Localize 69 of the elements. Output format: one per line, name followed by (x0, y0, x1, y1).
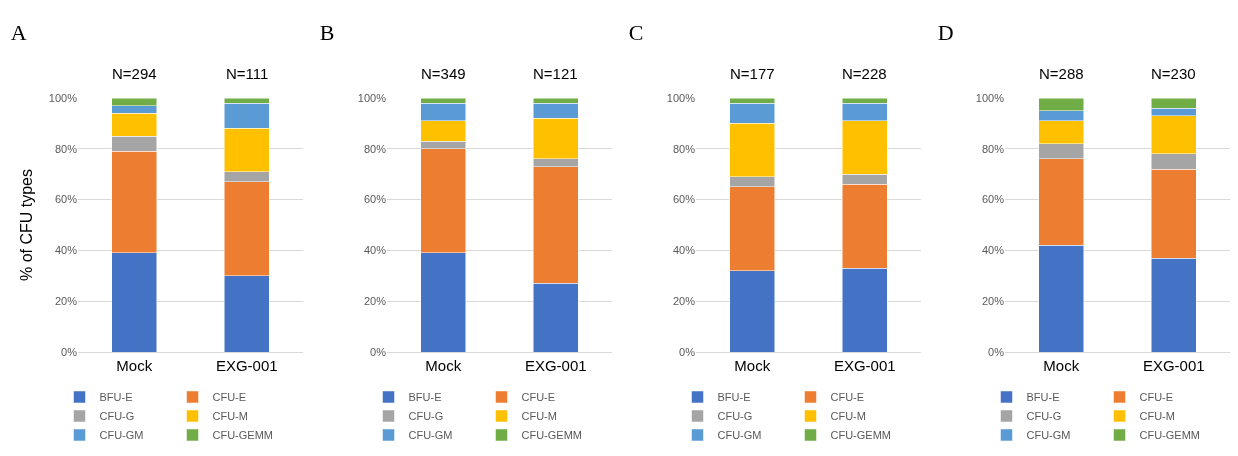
legend-label: CFU-GEMM (1139, 429, 1200, 442)
y-tick-label: 20% (672, 295, 696, 308)
y-tick-label: 60% (363, 193, 387, 206)
y-tick-label: 80% (981, 142, 1005, 155)
chart-title: A (10, 19, 27, 45)
annotation: N=177 (730, 65, 775, 82)
y-tick-label: 100% (357, 91, 387, 104)
annotation: N=230 (1151, 65, 1196, 82)
legend-label: CFU-E (830, 391, 865, 404)
legend-label: CFU-M (830, 410, 866, 423)
legend-label: CFU-E (212, 391, 247, 404)
x-tick-label: Mock (1043, 357, 1080, 374)
annotation: N=228 (842, 65, 887, 82)
x-tick-label: EXG-001 (215, 357, 278, 374)
legend-label: CFU-G (717, 410, 753, 423)
chart-title: B (319, 19, 335, 45)
legend-label: CFU-GEMM (830, 429, 891, 442)
legend-label: CFU-E (1139, 391, 1174, 404)
legend-label: CFU-M (521, 410, 557, 423)
chart-title: D (937, 19, 954, 45)
legend-label: BFU-E (99, 391, 133, 404)
y-tick-label: 20% (981, 295, 1005, 308)
annotation: N=294 (112, 65, 157, 82)
legend-label: CFU-G (1026, 410, 1062, 423)
legend-label: BFU-E (408, 391, 442, 404)
y-tick-label: 0% (679, 345, 696, 358)
y-tick-label: 100% (975, 91, 1005, 104)
y-tick-label: 0% (370, 345, 387, 358)
x-tick-label: EXG-001 (524, 357, 587, 374)
y-tick-label: 100% (666, 91, 696, 104)
y-tick-label: 0% (988, 345, 1005, 358)
y-tick-label: 60% (54, 193, 78, 206)
y-tick-label: 20% (54, 295, 78, 308)
legend-label: CFU-GM (99, 429, 144, 442)
y-tick-label: 60% (672, 193, 696, 206)
legend-label: CFU-GM (1026, 429, 1071, 442)
legend-label: CFU-G (99, 410, 135, 423)
annotation: N=288 (1039, 65, 1084, 82)
y-axis-title: % of CFU types (17, 168, 35, 282)
legend-label: BFU-E (717, 391, 751, 404)
annotation: N=111 (226, 65, 269, 82)
x-tick-label: EXG-001 (1142, 357, 1205, 374)
chart-title: C (628, 19, 644, 45)
y-tick-label: 80% (54, 142, 78, 155)
x-tick-label: Mock (116, 357, 153, 374)
y-tick-label: 0% (61, 345, 78, 358)
legend-label: CFU-GM (408, 429, 453, 442)
legend-label: CFU-GEMM (521, 429, 582, 442)
y-tick-label: 60% (981, 193, 1005, 206)
x-tick-label: Mock (425, 357, 462, 374)
legend-label: CFU-GM (717, 429, 762, 442)
legend-label: CFU-G (408, 410, 444, 423)
y-tick-label: 20% (363, 295, 387, 308)
annotation: N=349 (421, 65, 466, 82)
legend-label: CFU-M (1139, 410, 1175, 423)
y-tick-label: 40% (363, 244, 387, 257)
x-tick-label: EXG-001 (833, 357, 896, 374)
legend-label: CFU-E (521, 391, 556, 404)
y-tick-label: 40% (54, 244, 78, 257)
legend-label: CFU-M (212, 410, 248, 423)
y-tick-label: 40% (672, 244, 696, 257)
annotation: N=121 (533, 65, 578, 82)
y-tick-label: 100% (48, 91, 78, 104)
legend-label: CFU-GEMM (212, 429, 273, 442)
y-tick-label: 40% (981, 244, 1005, 257)
legend-label: BFU-E (1026, 391, 1060, 404)
y-tick-label: 80% (672, 142, 696, 155)
x-tick-label: Mock (734, 357, 771, 374)
y-tick-label: 80% (363, 142, 387, 155)
